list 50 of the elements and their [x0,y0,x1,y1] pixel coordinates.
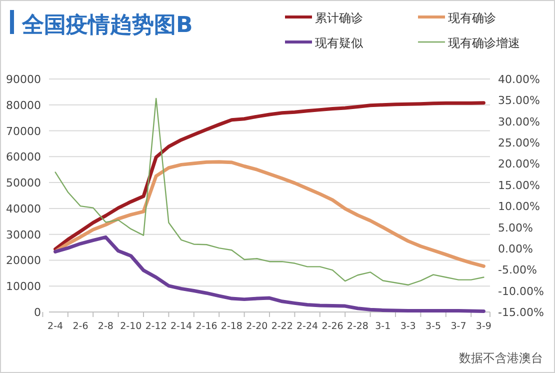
y-tick-label: 60000 [6,150,41,164]
y2-tick-label: 20.00% [498,158,540,171]
legend-label: 现有疑似 [315,36,363,50]
y2-tick-label: 40.00% [498,73,540,86]
x-tick-label: 2-22 [271,321,293,332]
x-tick-label: 2-4 [48,321,64,332]
x-tick-label: 2-16 [196,321,218,332]
y2-tick-label: 10.00% [498,200,540,214]
y-tick-label: 30000 [6,228,41,242]
y2-tick-label: 5.00% [498,221,533,234]
line-series [54,160,486,268]
y2-tick-label: 15.00% [498,178,540,192]
x-tick-label: 2-28 [346,321,368,332]
x-tick-label: 2-8 [98,321,114,332]
x-tick-label: 3-5 [426,321,442,332]
x-tick-label: 3-1 [375,321,391,332]
legend-label: 现有确诊 [448,11,496,25]
chart-title: 全国疫情趋势图B [21,13,193,38]
x-tick-label: 3-7 [450,321,466,332]
y2-tick-label: -15.00% [498,306,544,319]
y2-tick-label: -10.00% [498,284,544,298]
x-tick-label: 2-18 [220,321,242,332]
x-tick-label: 2-26 [322,321,344,332]
x-tick-label: 2-12 [145,321,167,332]
line-series [54,98,484,286]
y-tick-label: 20000 [6,254,41,268]
y2-tick-label: -5.00% [498,264,537,277]
x-tick-label: 3-3 [400,321,416,332]
x-tick-label: 2-14 [170,321,192,332]
y2-tick-label: 25.00% [498,136,540,150]
x-tick-label: 2-20 [246,321,268,332]
y2-tick-label: 0.00% [498,242,533,256]
y2-tick-label: 35.00% [498,94,540,108]
y-tick-label: 90000 [6,73,41,86]
y-tick-label: 0 [34,306,41,319]
legend-label: 现有确诊增速 [448,36,520,50]
x-tick-label: 2-6 [72,321,88,332]
y2-tick-label: 30.00% [498,115,540,128]
y-tick-label: 80000 [6,98,41,112]
x-tick-label: 3-9 [476,321,492,332]
legend-label: 累计确诊 [315,11,363,25]
x-tick-label: 2-24 [296,321,318,332]
y-tick-label: 40000 [6,202,41,216]
y-tick-label: 70000 [6,124,41,138]
line-series [54,235,486,313]
text: 数据不含港澳台 [459,351,543,365]
line-series [54,101,486,251]
y-tick-label: 50000 [6,176,41,190]
y-tick-label: 10000 [6,280,41,294]
x-tick-label: 2-10 [120,321,142,332]
